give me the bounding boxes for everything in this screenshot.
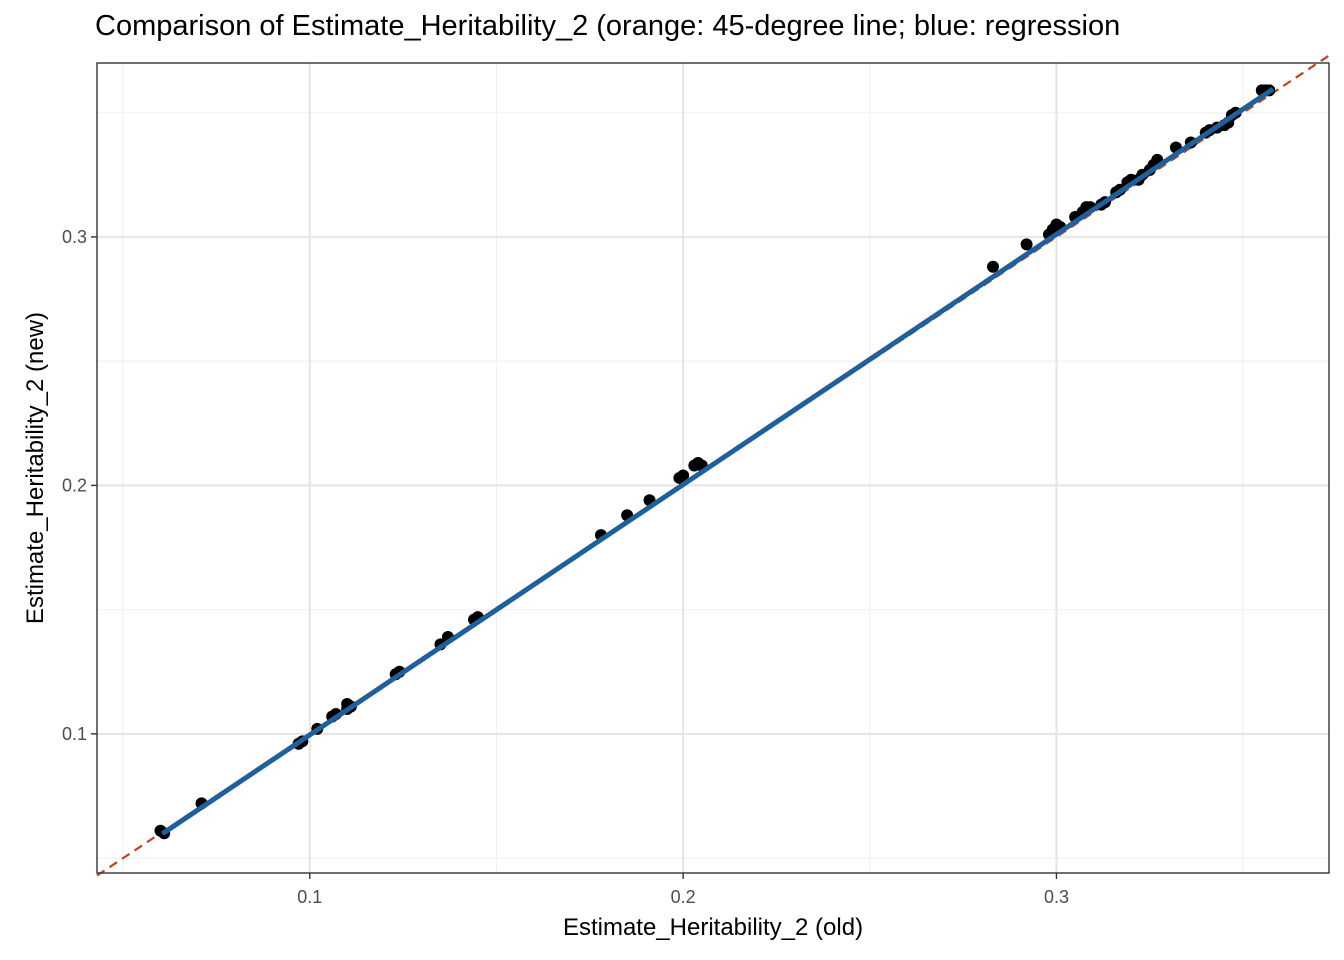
y-tick-label: 0.1 — [62, 724, 87, 744]
grid-major — [97, 63, 1329, 873]
regression-line-layer — [160, 87, 1275, 836]
y-tick-label: 0.3 — [62, 227, 87, 247]
data-point — [987, 260, 999, 273]
y-tick-label: 0.2 — [62, 475, 87, 495]
x-tick-label: 0.1 — [297, 887, 322, 907]
regression-line — [160, 87, 1275, 836]
grid-minor — [97, 63, 1329, 873]
x-axis-ticks: 0.1 0.2 0.3 — [297, 873, 1069, 907]
x-tick-label: 0.2 — [671, 887, 696, 907]
panel-border — [96, 62, 1330, 874]
data-point — [1020, 238, 1033, 251]
data-point — [677, 469, 690, 482]
x-axis-label: Estimate_Heritability_2 (old) — [562, 914, 864, 941]
chart-title: Comparison of Estimate_Heritability_2 (o… — [95, 10, 1121, 42]
y-axis-ticks: 0.1 0.2 0.3 — [62, 227, 97, 744]
x-tick-label: 0.3 — [1044, 887, 1069, 907]
y-axis-label: Estimate_Heritability_2 (new) — [22, 311, 49, 625]
